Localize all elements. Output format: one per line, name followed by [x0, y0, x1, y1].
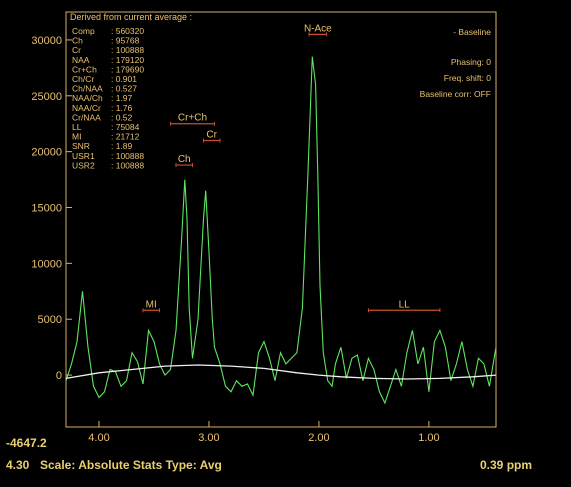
peak-label: MI [146, 299, 157, 310]
footer-left-ppm: 4.30 [6, 458, 30, 472]
stat-label: USR2 [72, 160, 95, 170]
x-tick-label: 3.00 [198, 432, 219, 444]
stat-value: : 21712 [111, 132, 140, 142]
stat-label: Cr+Ch [72, 64, 97, 74]
stat-value: : 0.901 [111, 74, 137, 84]
peak-labels: N-Ace Cr+Ch Cr Ch MI LL [142, 23, 441, 313]
stats-panel: Comp : 560320 Ch : 95768 Cr : 100888 NAA : 1791… [72, 26, 144, 170]
x-tick-label: 2.00 [308, 432, 329, 444]
stat-value: : 179120 [111, 55, 144, 65]
stat-value: : 560320 [111, 26, 144, 36]
plot-frame [65, 11, 497, 428]
freq-shift-info: Freq. shift: 0 [444, 73, 492, 83]
y-tick-label: 25000 [31, 91, 62, 103]
stat-label: Comp [72, 26, 95, 36]
chart-header-title: Derived from current average : [70, 12, 192, 22]
stat-value: : 1.76 [111, 103, 133, 113]
stat-label: Cr [72, 45, 81, 55]
footer-min-value: -4647.2 [6, 436, 47, 450]
stat-label: Ch/Cr [72, 74, 94, 84]
y-tick-label: 10000 [31, 258, 62, 270]
right-info-panel: - Baseline Phasing: 0 Freq. shift: 0 Bas… [420, 27, 492, 99]
stat-label: USR1 [72, 151, 95, 161]
stat-label: MI [72, 132, 81, 142]
baseline-line [65, 364, 497, 380]
peak-label: LL [399, 299, 411, 310]
stat-value: : 100888 [111, 151, 144, 161]
peak-label: N-Ace [304, 23, 332, 34]
stat-label: NAA/Cr [72, 103, 101, 113]
y-tick-label: 0 [56, 370, 62, 382]
stat-label: Cr/NAA [72, 112, 101, 122]
baseline-legend: - Baseline [453, 27, 491, 37]
stat-value: : 1.89 [111, 141, 133, 151]
y-tick-label: 20000 [31, 147, 62, 159]
y-tick-label: 30000 [31, 35, 62, 47]
stat-value: : 179690 [111, 64, 144, 74]
stat-label: Ch [72, 36, 83, 46]
peak-label: Cr [206, 129, 217, 140]
stat-value: : 100888 [111, 160, 144, 170]
peak-label: Cr+Ch [178, 113, 207, 124]
stat-label: NAA [72, 55, 90, 65]
baseline-corr-info: Baseline corr: OFF [420, 89, 491, 99]
stat-value: : 75084 [111, 122, 140, 132]
x-tick-label: 1.00 [418, 432, 439, 444]
footer-scale-label: Scale: Absolute Stats Type: Avg [40, 458, 222, 472]
stat-value: : 1.97 [111, 93, 133, 103]
peak-label: Ch [178, 154, 191, 165]
spectrum-line [65, 56, 497, 405]
stat-label: Ch/NAA [72, 84, 103, 94]
y-tick-label: 5000 [38, 314, 62, 326]
stat-value: : 95768 [111, 36, 140, 46]
stat-value: : 100888 [111, 45, 144, 55]
x-tick-label: 4.00 [88, 432, 109, 444]
footer-right-ppm: 0.39 ppm [480, 458, 533, 472]
phasing-info: Phasing: 0 [451, 57, 491, 67]
stat-label: LL [72, 122, 82, 132]
stat-label: SNR [72, 141, 90, 151]
y-tick-label: 15000 [31, 203, 62, 215]
stat-label: NAA/Ch [72, 93, 103, 103]
y-axis: 0 5000 10000 15000 20000 25000 30000 [31, 35, 72, 382]
series-layer [65, 56, 497, 405]
stat-value: : 0.527 [111, 84, 137, 94]
stat-value: : 0.52 [111, 112, 133, 122]
x-axis: 4.00 3.00 2.00 1.00 [88, 421, 440, 444]
